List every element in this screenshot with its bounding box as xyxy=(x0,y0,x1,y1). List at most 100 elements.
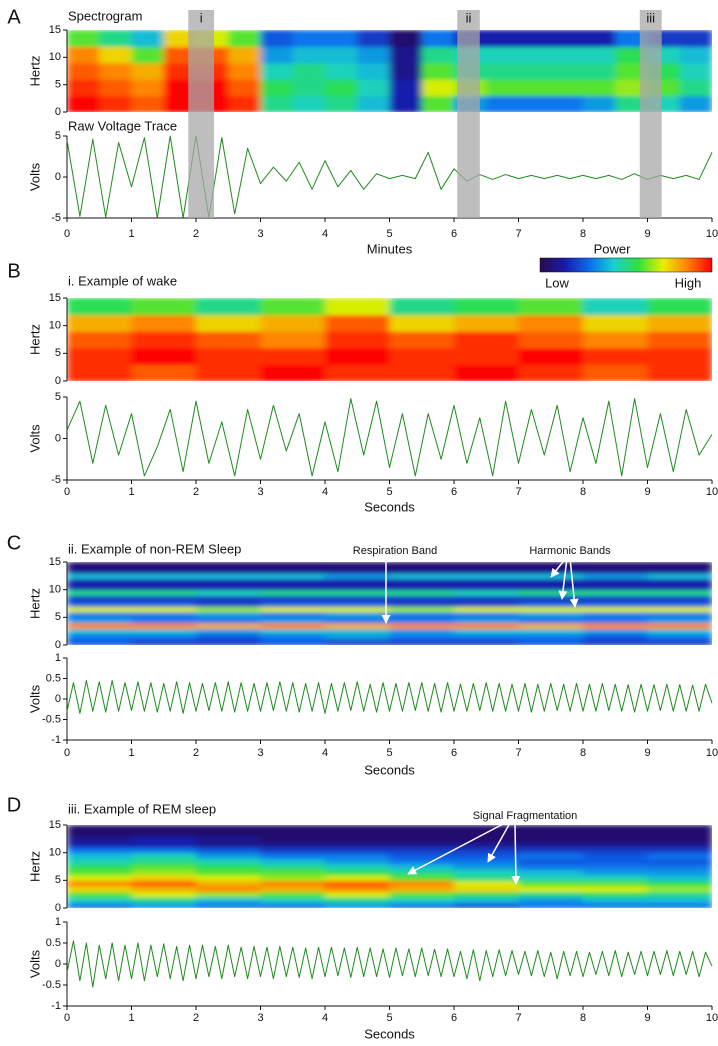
heatmap-cell xyxy=(99,30,133,47)
heatmap xyxy=(67,30,712,112)
heatmap-cell xyxy=(389,573,455,580)
heatmap-cell xyxy=(583,891,649,898)
heatmap-cell xyxy=(647,584,712,591)
heatmap-cell xyxy=(260,62,294,80)
y-tick-label: 10 xyxy=(49,584,61,596)
y-tick-label: 10 xyxy=(49,847,61,859)
y-tick-label: 5 xyxy=(55,611,61,623)
colorbar-high: High xyxy=(675,275,702,290)
heatmap-cell xyxy=(647,825,712,832)
heatmap-cell xyxy=(679,79,712,97)
heatmap xyxy=(67,825,712,908)
heatmap-cell xyxy=(196,562,262,569)
heatmap-cell xyxy=(583,30,616,47)
heatmap-cell xyxy=(260,567,326,574)
heatmap-cell xyxy=(260,347,326,365)
heatmap-cell xyxy=(389,869,455,876)
heatmap-cell xyxy=(131,880,197,887)
x-tick-label: 7 xyxy=(515,1012,521,1024)
heatmap-cell xyxy=(131,95,165,112)
heatmap-cell xyxy=(67,30,100,47)
heatmap-cell xyxy=(518,869,584,876)
colorbar-title: Power xyxy=(594,241,632,256)
heatmap-cell xyxy=(67,852,133,859)
heatmap-cell xyxy=(583,836,649,843)
heatmap-cell xyxy=(454,885,520,892)
y-tick-label: 0 xyxy=(55,639,61,651)
heatmap-cell xyxy=(518,622,584,629)
x-tick-label: 0 xyxy=(64,1012,70,1024)
heatmap-cell xyxy=(131,584,197,591)
heatmap-cell xyxy=(196,628,262,635)
heatmap-cell xyxy=(260,891,326,898)
heatmap-cell xyxy=(260,628,326,635)
highlight-label: ii xyxy=(466,10,472,25)
heatmap-cell xyxy=(389,611,455,618)
heatmap-cell xyxy=(325,600,391,607)
heatmap-cell xyxy=(325,858,391,865)
heatmap-cell xyxy=(389,902,455,908)
heatmap-cell xyxy=(518,896,584,904)
heatmap-cell xyxy=(131,314,197,332)
heatmap-cell xyxy=(196,606,262,613)
x-tick-label: 7 xyxy=(515,486,521,498)
heatmap-cell xyxy=(325,852,391,859)
heatmap-cell xyxy=(325,617,391,624)
heatmap-cell xyxy=(131,863,197,870)
x-tick-label: 5 xyxy=(386,228,392,240)
heatmap-cell xyxy=(260,885,326,892)
heatmap-cell xyxy=(583,633,649,641)
heatmap-cell xyxy=(260,874,326,881)
heatmap-cell xyxy=(421,30,455,47)
colorbar xyxy=(539,257,713,273)
x-tick-label: 6 xyxy=(451,747,457,759)
heatmap-cell xyxy=(325,562,391,569)
heatmap-cell xyxy=(325,595,391,602)
heatmap-cell xyxy=(196,298,262,316)
x-tick-label: 9 xyxy=(644,486,650,498)
heatmap-cell xyxy=(260,600,326,607)
heatmap-cell xyxy=(647,902,712,908)
heatmap-cell xyxy=(260,847,326,854)
heatmap-cell xyxy=(196,578,262,585)
heatmap-cell xyxy=(454,589,520,596)
y-tick-label: -5 xyxy=(51,474,61,486)
heatmap-cell xyxy=(67,858,133,865)
heatmap-cell xyxy=(131,633,197,641)
heatmap-cell xyxy=(583,863,649,870)
heatmap-cell xyxy=(454,847,520,854)
heatmap-cell xyxy=(583,622,649,629)
heatmap-cell xyxy=(647,858,712,865)
heatmap-cell xyxy=(260,573,326,580)
heatmap-cell xyxy=(583,628,649,635)
heatmap-cell xyxy=(454,562,520,569)
heatmap-cell xyxy=(196,633,262,641)
heatmap-cell xyxy=(325,79,358,97)
heatmap-cell xyxy=(518,891,584,898)
heatmap-cell xyxy=(67,95,100,112)
heatmap-cell xyxy=(67,869,133,876)
heatmap-cell xyxy=(131,595,197,602)
heatmap-cell xyxy=(325,830,391,837)
heatmap-cell xyxy=(228,95,262,112)
heatmap-cell xyxy=(583,830,649,837)
x-tick-label: 4 xyxy=(322,228,328,240)
heatmap-cell xyxy=(583,869,649,876)
heatmap-cell xyxy=(196,611,262,618)
heatmap-cell xyxy=(260,869,326,876)
heatmap-cell xyxy=(196,589,262,596)
heatmap-cell xyxy=(647,880,712,887)
heatmap-cell xyxy=(583,562,649,569)
heatmap-cell xyxy=(196,896,262,904)
heatmap-cell xyxy=(454,314,520,332)
heatmap-cell xyxy=(454,573,520,580)
x-tick-label: 5 xyxy=(386,747,392,759)
heatmap-cell xyxy=(67,600,133,607)
x-tick-label: 4 xyxy=(322,1012,328,1024)
highlight-band xyxy=(188,10,215,218)
heatmap-cell xyxy=(67,639,133,645)
heatmap-cell xyxy=(325,847,391,854)
heatmap-cell xyxy=(292,95,326,112)
